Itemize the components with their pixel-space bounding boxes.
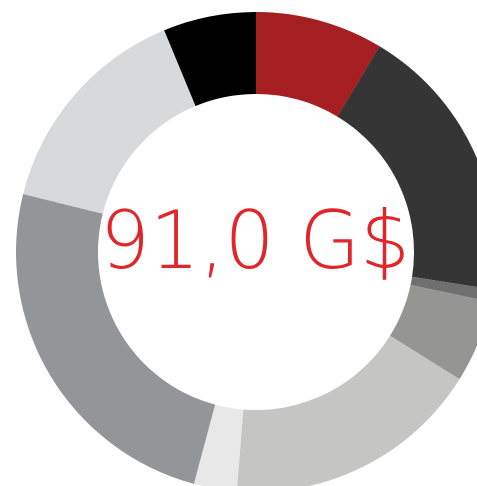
donut-segment	[15, 193, 216, 484]
donut-segment	[237, 335, 460, 486]
donut-segment	[164, 11, 256, 107]
center-label: 91,0 G$	[100, 194, 410, 287]
donut-segment	[256, 12, 380, 117]
donut-segment	[193, 404, 244, 486]
donut-segment	[389, 284, 477, 380]
donut-segment	[337, 46, 477, 288]
donut	[15, 11, 477, 486]
donut-segment	[23, 30, 196, 214]
donut-segment	[410, 276, 477, 299]
